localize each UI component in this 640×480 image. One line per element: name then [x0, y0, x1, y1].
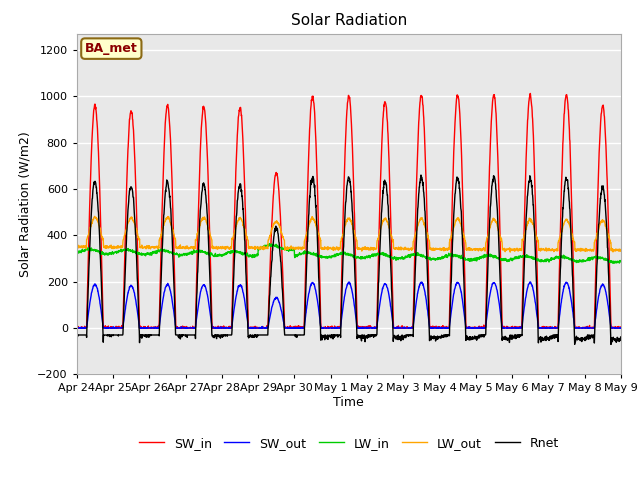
Line: SW_out: SW_out	[77, 282, 621, 328]
SW_in	[527, 91, 534, 96]
Title: Solar Radiation: Solar Radiation	[291, 13, 407, 28]
SW_out	[376, 296, 384, 302]
LW_in	[609, 261, 617, 266]
SW_out	[225, 324, 232, 330]
Line: Rnet: Rnet	[77, 175, 621, 345]
SW_out	[507, 325, 515, 331]
LW_in	[584, 257, 592, 263]
LW_in	[365, 254, 372, 260]
LW_out	[506, 249, 514, 255]
LW_in	[569, 257, 577, 263]
Rnet	[569, 286, 577, 291]
Line: LW_in: LW_in	[77, 243, 621, 264]
SW_out	[569, 309, 577, 315]
SW_out	[365, 324, 372, 330]
LW_out	[584, 247, 592, 253]
SW_in	[376, 180, 384, 186]
Rnet	[507, 336, 515, 341]
LW_in	[376, 252, 384, 257]
SW_in	[73, 325, 81, 331]
Line: LW_out: LW_out	[77, 216, 621, 252]
Rnet	[376, 240, 384, 245]
LW_out	[570, 237, 577, 243]
SW_in	[617, 324, 625, 330]
Rnet	[225, 332, 232, 338]
SW_out	[346, 279, 353, 285]
Line: SW_in: SW_in	[77, 94, 621, 328]
LW_in	[225, 250, 232, 255]
SW_in	[584, 324, 592, 330]
LW_out	[73, 243, 81, 249]
SW_in	[570, 257, 577, 263]
SW_in	[365, 324, 372, 330]
LW_out	[617, 248, 625, 253]
SW_out	[617, 325, 625, 331]
LW_out	[376, 226, 384, 232]
LW_in	[73, 250, 81, 256]
Rnet	[73, 332, 81, 338]
X-axis label: Time: Time	[333, 396, 364, 409]
LW_out	[225, 245, 232, 251]
LW_in	[507, 257, 515, 263]
Rnet	[584, 336, 592, 342]
LW_out	[91, 214, 99, 219]
Rnet	[417, 172, 425, 178]
SW_in	[507, 324, 515, 330]
Rnet	[607, 342, 615, 348]
Rnet	[617, 334, 625, 340]
LW_in	[617, 258, 625, 264]
Legend: SW_in, SW_out, LW_in, LW_out, Rnet: SW_in, SW_out, LW_in, LW_out, Rnet	[134, 432, 564, 455]
LW_out	[508, 247, 515, 252]
Rnet	[365, 332, 372, 338]
Y-axis label: Solar Radiation (W/m2): Solar Radiation (W/m2)	[19, 131, 32, 277]
SW_out	[584, 325, 592, 331]
SW_in	[225, 324, 232, 330]
LW_out	[365, 245, 372, 251]
LW_in	[266, 240, 273, 246]
SW_out	[73, 325, 81, 331]
Text: BA_met: BA_met	[85, 42, 138, 55]
SW_in	[73, 324, 81, 330]
